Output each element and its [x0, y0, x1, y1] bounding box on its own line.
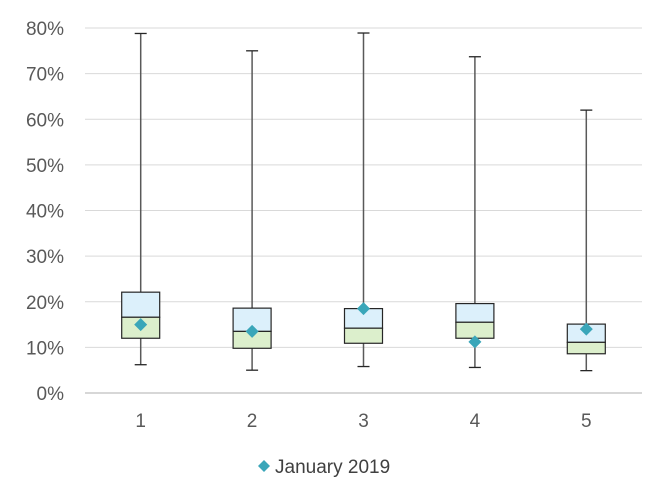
upper-box — [455, 302, 495, 323]
box-3 — [343, 32, 384, 368]
series-marker — [245, 324, 259, 338]
y-tick-label: 50% — [26, 156, 64, 177]
lower-box — [343, 327, 384, 344]
legend: January 2019 — [258, 457, 390, 478]
series-marker — [579, 322, 593, 336]
y-tick-label: 40% — [26, 202, 64, 223]
y-tick-label: 0% — [37, 384, 65, 405]
x-tick-label: 4 — [470, 411, 481, 432]
box-4 — [455, 56, 495, 369]
x-tick-label: 1 — [135, 411, 146, 432]
series-markers — [134, 302, 593, 349]
series-marker — [468, 335, 482, 349]
y-tick-label: 60% — [26, 110, 64, 131]
series-marker — [357, 302, 370, 316]
y-tick-label: 70% — [26, 65, 64, 86]
legend-label: January 2019 — [275, 457, 390, 478]
x-tick-label: 5 — [581, 411, 592, 432]
y-tick-label: 80% — [26, 19, 64, 40]
box-5 — [566, 109, 606, 372]
box-1 — [121, 32, 161, 366]
legend-marker-icon — [258, 460, 270, 472]
y-axis: 0% 10% 20% 30% 40% 50% 60% 70% 80% — [26, 19, 64, 405]
series-marker — [134, 318, 148, 332]
x-tick-label: 2 — [247, 411, 258, 432]
boxes — [121, 32, 606, 372]
x-axis: 1 2 3 4 5 — [85, 392, 642, 432]
y-tick-label: 30% — [26, 247, 64, 268]
y-tick-label: 20% — [26, 293, 64, 314]
y-tick-label: 10% — [26, 338, 64, 359]
x-tick-label: 3 — [358, 411, 369, 432]
lower-box — [566, 341, 606, 355]
upper-box — [121, 291, 161, 318]
